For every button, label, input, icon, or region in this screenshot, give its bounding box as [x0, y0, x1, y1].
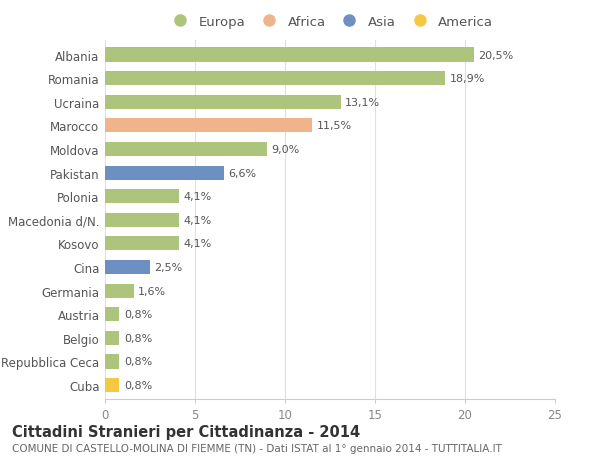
Bar — [105, 331, 119, 345]
Text: 11,5%: 11,5% — [317, 121, 352, 131]
Text: 20,5%: 20,5% — [479, 50, 514, 61]
Legend: Europa, Africa, Asia, America: Europa, Africa, Asia, America — [164, 13, 496, 31]
Bar — [105, 48, 474, 62]
Text: 13,1%: 13,1% — [346, 98, 380, 107]
Text: 1,6%: 1,6% — [139, 286, 166, 296]
Bar — [105, 95, 341, 110]
Text: COMUNE DI CASTELLO-MOLINA DI FIEMME (TN) - Dati ISTAT al 1° gennaio 2014 - TUTTI: COMUNE DI CASTELLO-MOLINA DI FIEMME (TN)… — [12, 443, 502, 453]
Text: 4,1%: 4,1% — [184, 192, 212, 202]
Text: 0,8%: 0,8% — [124, 380, 152, 390]
Text: Cittadini Stranieri per Cittadinanza - 2014: Cittadini Stranieri per Cittadinanza - 2… — [12, 425, 360, 440]
Text: 0,8%: 0,8% — [124, 309, 152, 319]
Bar — [105, 190, 179, 204]
Text: 6,6%: 6,6% — [229, 168, 256, 178]
Text: 9,0%: 9,0% — [271, 145, 300, 155]
Bar — [105, 166, 224, 180]
Bar — [105, 72, 445, 86]
Bar — [105, 143, 267, 157]
Bar — [105, 354, 119, 369]
Text: 2,5%: 2,5% — [155, 263, 183, 273]
Text: 18,9%: 18,9% — [450, 74, 485, 84]
Bar — [105, 213, 179, 227]
Bar — [105, 119, 312, 133]
Text: 0,8%: 0,8% — [124, 333, 152, 343]
Bar — [105, 260, 150, 274]
Text: 4,1%: 4,1% — [184, 239, 212, 249]
Text: 0,8%: 0,8% — [124, 357, 152, 367]
Bar — [105, 284, 134, 298]
Bar — [105, 308, 119, 322]
Bar — [105, 378, 119, 392]
Text: 4,1%: 4,1% — [184, 215, 212, 225]
Bar — [105, 237, 179, 251]
